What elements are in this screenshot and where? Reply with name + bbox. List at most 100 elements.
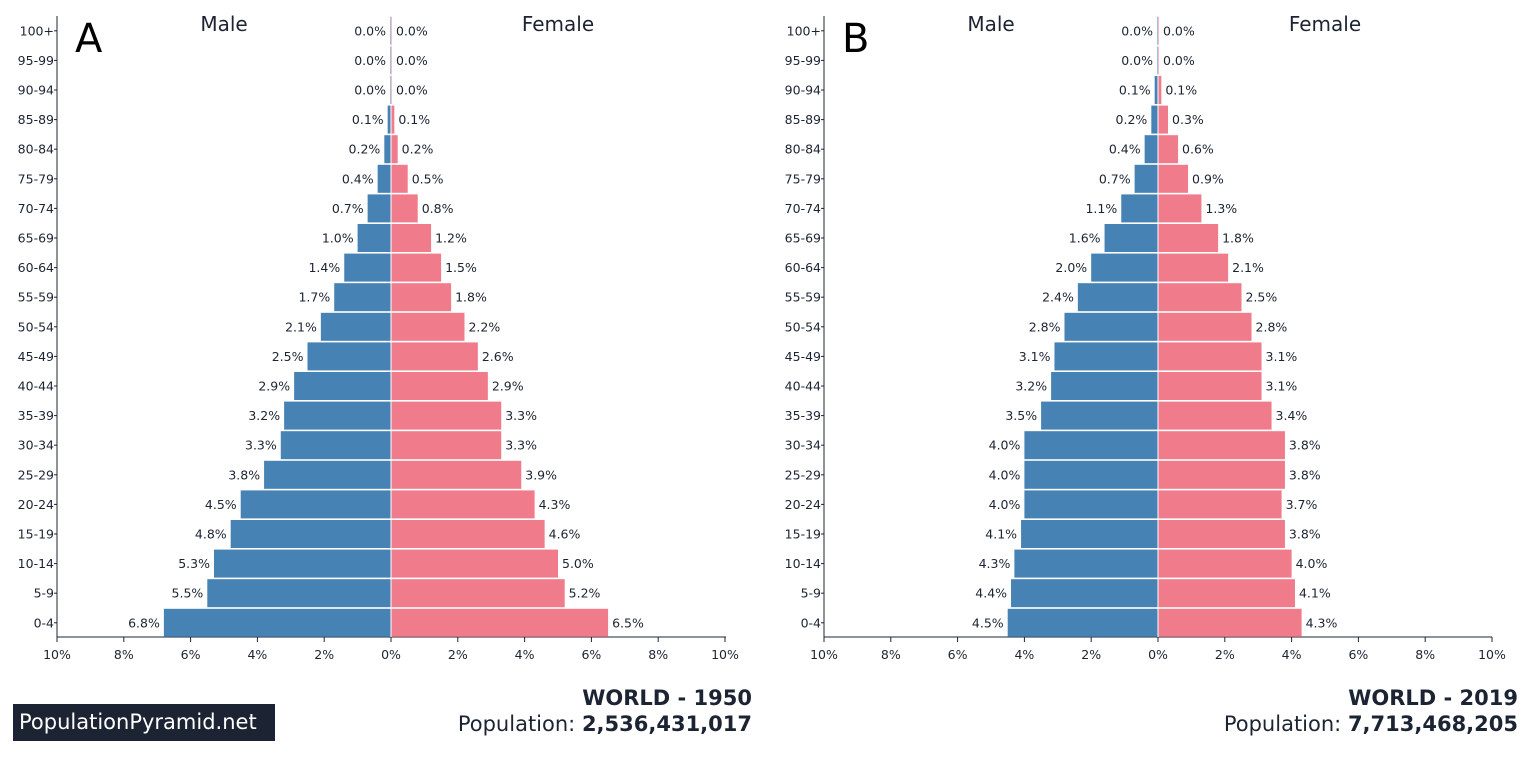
female-bar (391, 253, 442, 282)
age-group-label: 100+ (20, 23, 54, 38)
male-bar (1077, 283, 1158, 312)
female-value-label: 3.3% (505, 438, 537, 453)
female-value-label: 4.6% (549, 527, 581, 542)
male-bar (1051, 372, 1158, 400)
male-value-label: 3.1% (1019, 349, 1051, 364)
age-group-label: 55-59 (18, 290, 54, 305)
age-group-label: 15-19 (18, 527, 54, 542)
male-value-label: 0.0% (1121, 23, 1153, 38)
male-value-label: 4.8% (195, 527, 227, 542)
age-group-label: 15-19 (785, 527, 821, 542)
female-value-label: 3.8% (1289, 527, 1321, 542)
population-value: 2,536,431,017 (582, 712, 752, 736)
age-group-label: 45-49 (18, 349, 54, 364)
male-bar (367, 194, 391, 223)
female-value-label: 3.7% (1286, 497, 1318, 512)
female-bar (1158, 253, 1229, 282)
male-value-label: 4.0% (989, 467, 1021, 482)
female-value-label: 4.1% (1299, 586, 1331, 601)
female-bar (1158, 490, 1282, 519)
male-bar (1134, 164, 1158, 193)
x-tick-label: 4% (1282, 647, 1302, 662)
male-value-label: 2.9% (258, 379, 290, 394)
female-value-label: 1.8% (1222, 231, 1254, 246)
male-bar (294, 372, 391, 400)
age-group-label: 5-9 (34, 586, 54, 601)
female-value-label: 3.4% (1276, 408, 1308, 423)
x-tick-label: 4% (247, 647, 267, 662)
female-bar (391, 283, 452, 312)
male-value-label: 2.5% (272, 349, 304, 364)
female-value-label: 1.8% (455, 290, 487, 305)
age-group-label: 40-44 (18, 379, 54, 394)
male-bar (1024, 490, 1158, 519)
male-value-label: 2.0% (1055, 260, 1087, 275)
x-tick-label: 2% (448, 647, 468, 662)
age-group-label: 100+ (787, 23, 821, 38)
female-bar (1158, 460, 1285, 489)
female-value-label: 3.9% (525, 467, 557, 482)
population-line: Population: 2,536,431,017 (458, 712, 752, 736)
x-tick-label: 2% (314, 647, 334, 662)
male-bar (1021, 520, 1158, 548)
age-group-label: 85-89 (785, 112, 821, 127)
female-value-label: 3.8% (1289, 438, 1321, 453)
male-value-label: 3.5% (1005, 408, 1037, 423)
brand-logo[interactable]: PopulationPyramid.net (13, 704, 275, 741)
male-value-label: 0.1% (352, 112, 384, 127)
female-value-label: 5.2% (569, 586, 601, 601)
female-bar (1158, 372, 1262, 400)
male-bar (320, 312, 391, 341)
female-value-label: 4.0% (1296, 556, 1328, 571)
female-bar (1158, 135, 1179, 164)
male-value-label: 3.2% (1015, 379, 1047, 394)
male-value-label: 0.1% (1119, 83, 1151, 98)
male-bar (1144, 135, 1158, 164)
male-value-label: 1.1% (1085, 201, 1117, 216)
female-value-label: 3.3% (505, 408, 537, 423)
male-value-label: 3.2% (248, 408, 280, 423)
female-value-label: 0.0% (396, 53, 428, 68)
x-tick-label: 0% (1148, 647, 1168, 662)
female-value-label: 1.3% (1205, 201, 1237, 216)
male-bar (1024, 460, 1158, 489)
pyramid-title: WORLD - 2019 (1348, 686, 1518, 710)
x-tick-label: 8% (881, 647, 901, 662)
male-bar (1041, 401, 1158, 430)
male-value-label: 0.0% (354, 83, 386, 98)
population-value: 7,713,468,205 (1348, 712, 1518, 736)
male-bar (284, 401, 391, 430)
female-bar (391, 135, 398, 164)
x-tick-label: 8% (1415, 647, 1435, 662)
x-tick-label: 4% (1014, 647, 1034, 662)
female-bar (1158, 520, 1285, 548)
female-value-label: 3.1% (1266, 349, 1298, 364)
female-value-label: 0.9% (1192, 171, 1224, 186)
male-value-label: 4.3% (979, 556, 1011, 571)
age-group-label: 10-14 (18, 556, 54, 571)
age-group-label: 65-69 (18, 231, 54, 246)
male-value-label: 5.3% (178, 556, 210, 571)
male-bar (1091, 253, 1158, 282)
male-value-label: 2.4% (1042, 290, 1074, 305)
female-bar (391, 608, 609, 637)
population-label: Population: (1224, 712, 1348, 736)
female-value-label: 2.5% (1246, 290, 1278, 305)
male-header: Male (967, 12, 1014, 36)
pyramid-title: WORLD - 1950 (582, 686, 752, 710)
male-value-label: 2.8% (1029, 319, 1061, 334)
x-tick-label: 4% (515, 647, 535, 662)
x-tick-label: 6% (948, 647, 968, 662)
male-value-label: 4.5% (205, 497, 237, 512)
male-bar (1104, 224, 1158, 252)
female-value-label: 4.3% (539, 497, 571, 512)
female-value-label: 0.5% (412, 171, 444, 186)
x-tick-label: 10% (43, 647, 71, 662)
male-value-label: 4.0% (989, 438, 1021, 453)
population-label: Population: (458, 712, 582, 736)
female-value-label: 0.0% (1163, 53, 1195, 68)
male-bar (264, 460, 391, 489)
female-bar (1158, 283, 1242, 312)
panel-label: B (842, 16, 869, 62)
age-group-label: 90-94 (18, 83, 54, 98)
